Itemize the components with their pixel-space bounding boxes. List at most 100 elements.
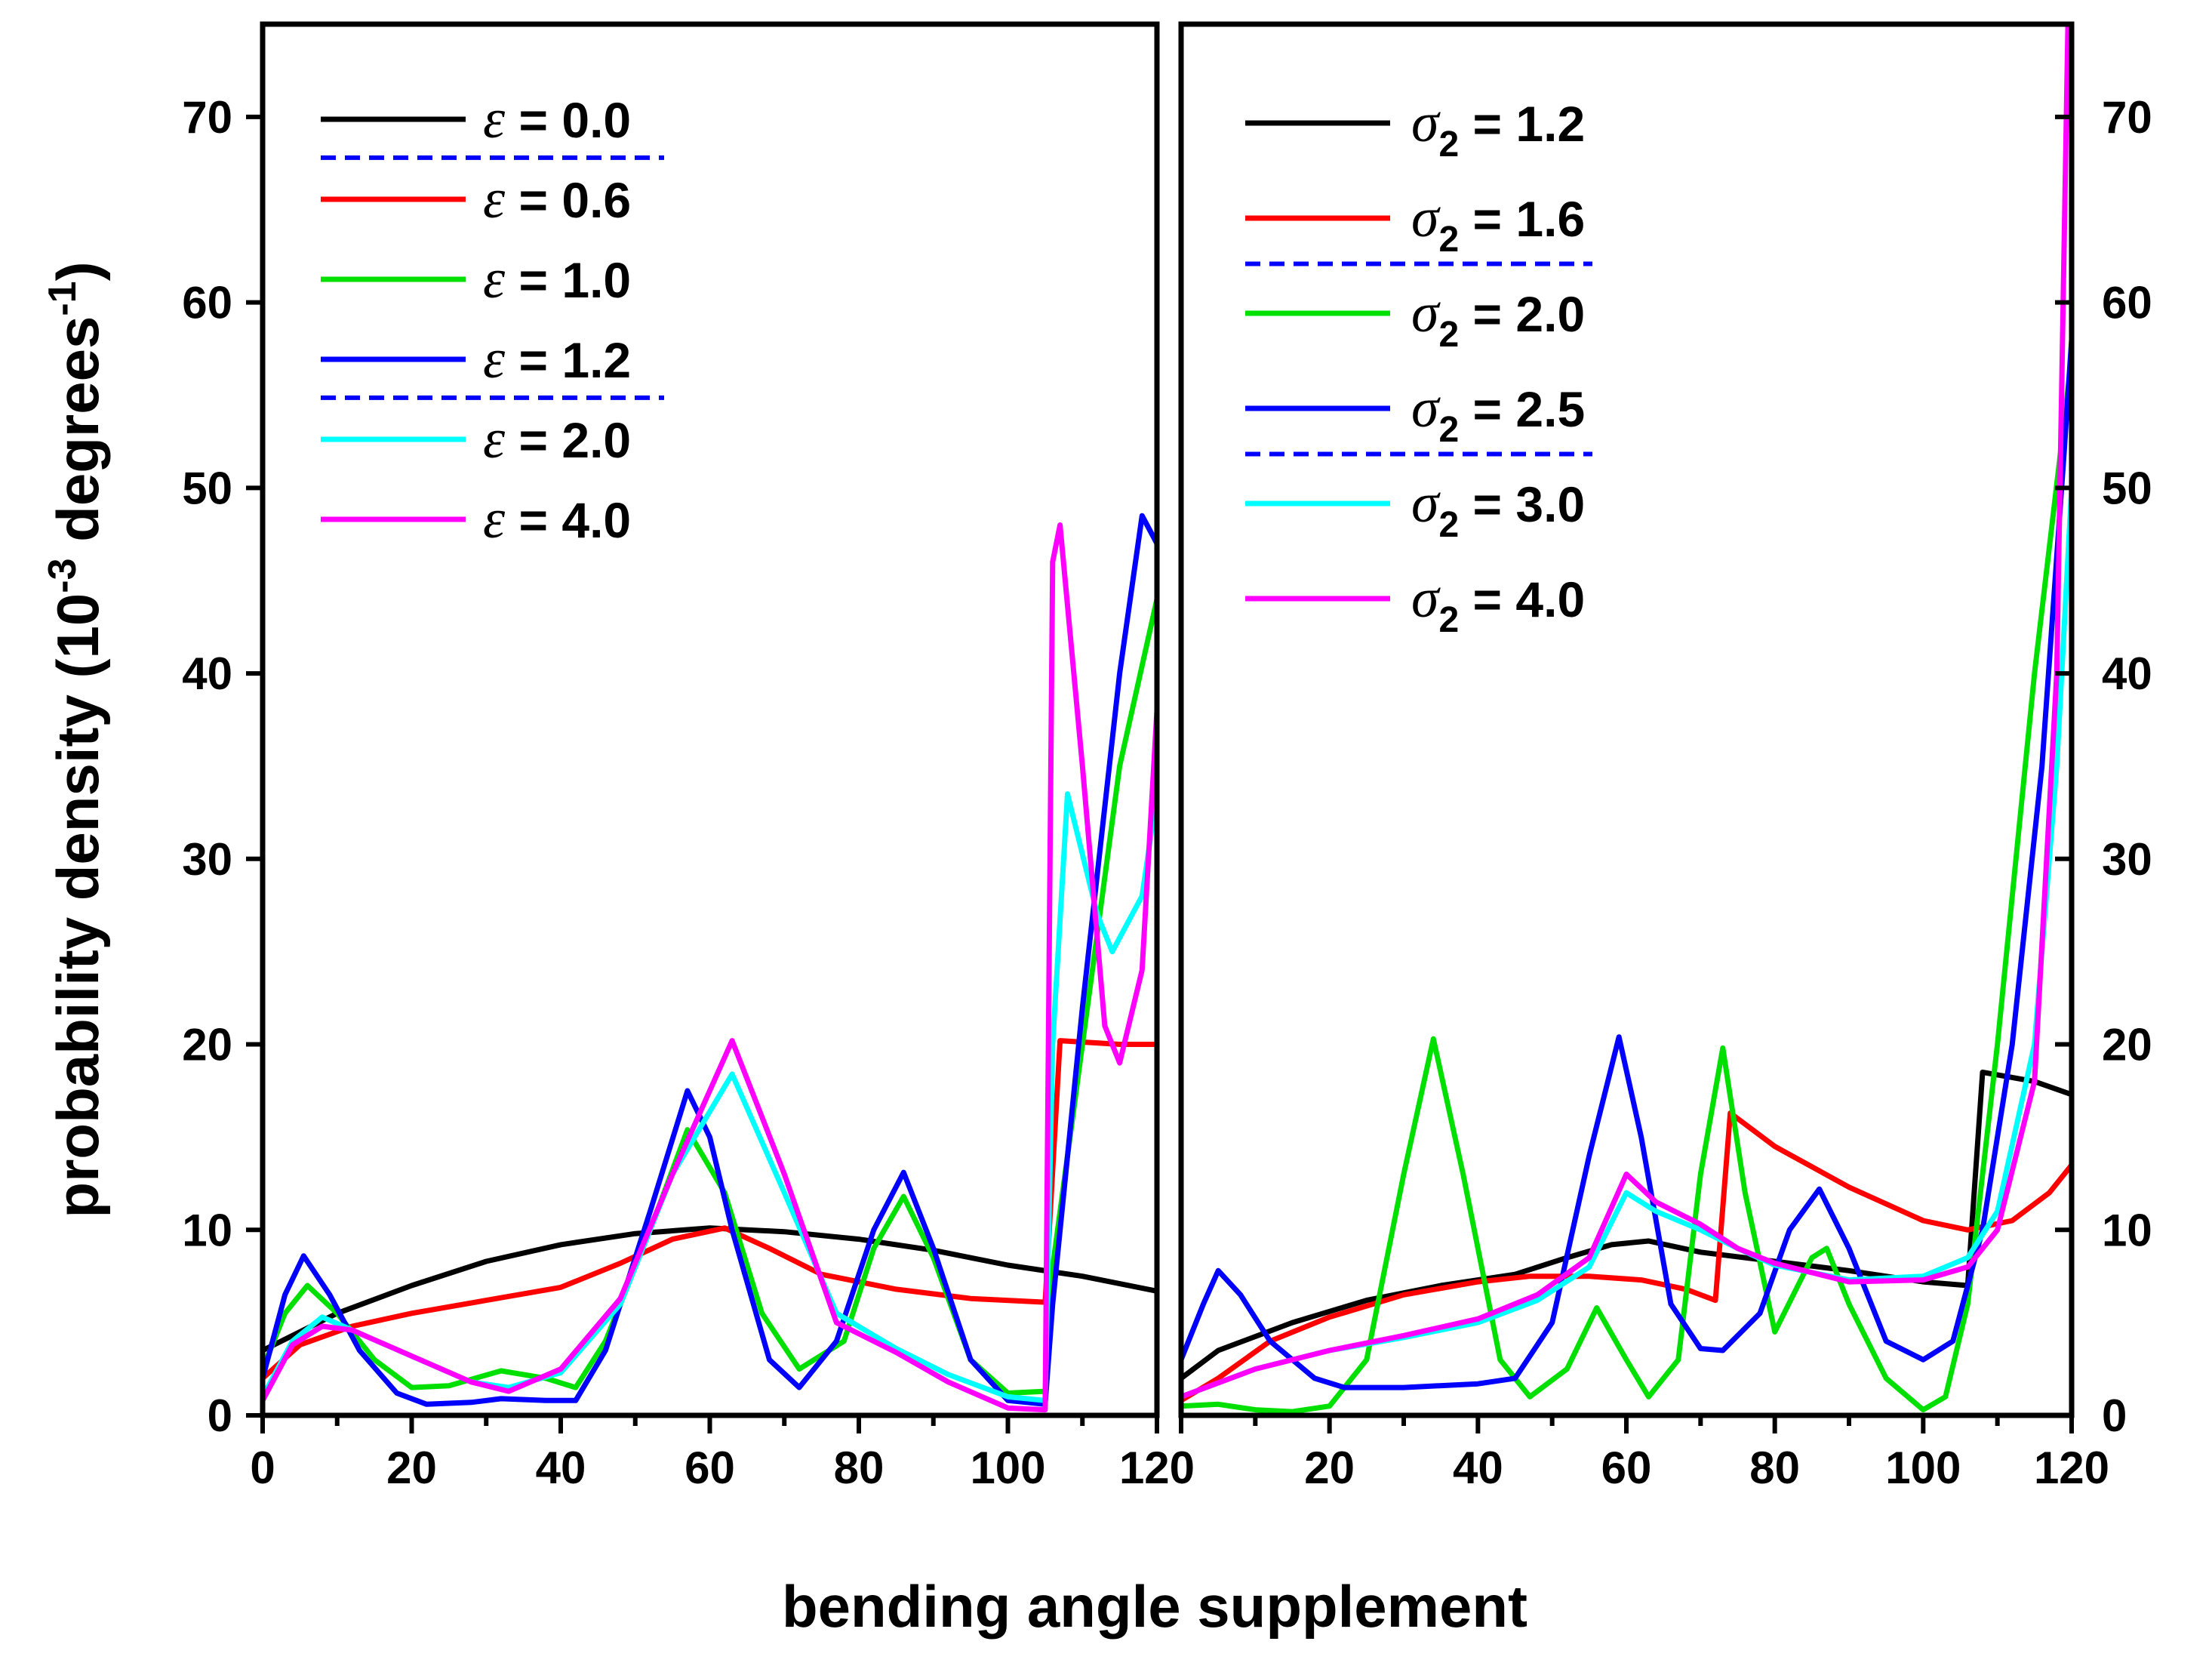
legend-subscript: 2 bbox=[1439, 125, 1460, 165]
legend-label-right-5: σ2 = 4.0 bbox=[1411, 568, 1585, 640]
x-tick-label-right-60: 60 bbox=[1601, 1443, 1652, 1493]
x-tick-label-right-20: 20 bbox=[1304, 1443, 1355, 1493]
legend-value: = 4.0 bbox=[1459, 571, 1585, 627]
x-tick-label-left-80: 80 bbox=[834, 1443, 884, 1493]
series-line-left-0 bbox=[263, 1225, 1157, 1353]
y-axis-title: probability density (10-3 degrees-1) bbox=[41, 261, 111, 1218]
legend-label-left-0: ε = 0.0 bbox=[483, 88, 631, 150]
legend-symbol: σ bbox=[1411, 568, 1441, 630]
legend-label-right-0: σ2 = 1.2 bbox=[1411, 92, 1585, 165]
panel-frame bbox=[260, 21, 1160, 1418]
legend-value: = 2.0 bbox=[1459, 286, 1585, 342]
panel-frame bbox=[1178, 21, 2075, 1418]
legend-symbol: σ bbox=[1411, 92, 1441, 154]
legend-value: = 1.6 bbox=[1459, 191, 1585, 247]
y-tick-label-right-60: 60 bbox=[2102, 278, 2152, 328]
legend-label-left-5: ε = 4.0 bbox=[483, 488, 631, 550]
x-tick-label-right-120: 120 bbox=[2034, 1443, 2109, 1493]
series-line-left-4 bbox=[263, 791, 1157, 1403]
legend-left: ε = 0.0ε = 0.6ε = 1.0ε = 1.2ε = 2.0ε = 4… bbox=[321, 88, 664, 550]
x-tick-label-right-80: 80 bbox=[1749, 1443, 1800, 1493]
legend-subscript: 2 bbox=[1439, 315, 1460, 355]
legend-symbol: ε bbox=[483, 488, 506, 550]
legend-value: = 2.0 bbox=[505, 412, 631, 468]
series-line-right-3 bbox=[1181, 337, 2072, 1390]
y-tick-label-20: 20 bbox=[182, 1020, 232, 1070]
legend-symbol: ε bbox=[483, 88, 506, 150]
legend-subscript: 2 bbox=[1439, 600, 1460, 640]
series-line-left-1 bbox=[263, 1038, 1157, 1381]
legend-label-left-4: ε = 2.0 bbox=[483, 408, 631, 470]
legend-symbol: σ bbox=[1411, 187, 1441, 249]
series-line-right-2 bbox=[1181, 355, 2072, 1415]
y-tick-label-right-70: 70 bbox=[2102, 92, 2152, 143]
legend-symbol: σ bbox=[1411, 473, 1441, 534]
legend-label-left-1: ε = 0.6 bbox=[483, 168, 631, 230]
legend-symbol: ε bbox=[483, 328, 506, 390]
y-tick-label-right-30: 30 bbox=[2102, 834, 2152, 885]
legend-symbol: ε bbox=[483, 248, 506, 310]
y-tick-label-right-40: 40 bbox=[2102, 648, 2152, 699]
x-tick-label-left-40: 40 bbox=[536, 1443, 586, 1493]
x-axis-title: bending angle supplement bbox=[782, 1573, 1527, 1640]
legend-value: = 0.6 bbox=[505, 172, 631, 228]
series-line-left-5 bbox=[263, 522, 1157, 1413]
y-tick-label-30: 30 bbox=[182, 834, 232, 885]
y-axis-title-exp2: -1 bbox=[41, 281, 85, 316]
y-tick-label-right-0: 0 bbox=[2102, 1390, 2127, 1441]
legend-subscript: 2 bbox=[1439, 410, 1460, 450]
legend-subscript: 2 bbox=[1439, 220, 1460, 260]
x-tick-label-right-40: 40 bbox=[1453, 1443, 1503, 1493]
legend-label-left-2: ε = 1.0 bbox=[483, 248, 631, 310]
legend-value: = 0.0 bbox=[505, 92, 631, 148]
series-line-right-0 bbox=[1181, 1069, 2072, 1381]
y-axis-title-base: probability density (10 bbox=[45, 593, 111, 1218]
legend-value: = 4.0 bbox=[505, 492, 631, 548]
legend-value: = 3.0 bbox=[1459, 476, 1585, 532]
series-line-right-4 bbox=[1181, 485, 2072, 1400]
y-tick-label-60: 60 bbox=[182, 278, 232, 328]
y-tick-label-50: 50 bbox=[182, 463, 232, 513]
y-tick-label-right-20: 20 bbox=[2102, 1020, 2152, 1070]
legend-label-left-3: ε = 1.2 bbox=[483, 328, 631, 390]
x-tick-label-left-0: 0 bbox=[250, 1443, 275, 1493]
x-tick-label-right-100: 100 bbox=[1885, 1443, 1961, 1493]
y-tick-label-70: 70 bbox=[182, 92, 232, 143]
legend-subscript: 2 bbox=[1439, 505, 1460, 545]
y-axis-title-middle: degrees bbox=[45, 316, 111, 559]
x-tick-label-left-20: 20 bbox=[386, 1443, 437, 1493]
x-tick-label-left-120: 120 bbox=[1119, 1443, 1195, 1493]
legend-value: = 2.5 bbox=[1459, 381, 1585, 437]
y-tick-label-0: 0 bbox=[208, 1390, 232, 1441]
legend-value: = 1.2 bbox=[505, 332, 631, 388]
legend-symbol: σ bbox=[1411, 282, 1441, 344]
legend-value: = 1.0 bbox=[505, 252, 631, 308]
legend-symbol: ε bbox=[483, 168, 506, 230]
legend-symbol: ε bbox=[483, 408, 506, 470]
legend-right: σ2 = 1.2σ2 = 1.6σ2 = 2.0σ2 = 2.5σ2 = 3.0… bbox=[1245, 92, 1592, 640]
legend-label-right-4: σ2 = 3.0 bbox=[1411, 473, 1585, 545]
legend-value: = 1.2 bbox=[1459, 96, 1585, 152]
series-line-left-2 bbox=[263, 596, 1157, 1396]
y-tick-label-right-50: 50 bbox=[2102, 463, 2152, 513]
y-tick-label-40: 40 bbox=[182, 648, 232, 699]
legend-label-right-2: σ2 = 2.0 bbox=[1411, 282, 1585, 355]
legend-label-right-1: σ2 = 1.6 bbox=[1411, 187, 1585, 260]
x-tick-label-left-60: 60 bbox=[685, 1443, 735, 1493]
y-tick-label-10: 10 bbox=[182, 1205, 232, 1255]
series-line-left-3 bbox=[263, 513, 1157, 1407]
y-axis-title-exp1: -3 bbox=[41, 558, 85, 593]
x-tick-label-left-100: 100 bbox=[970, 1443, 1045, 1493]
series-line-right-5 bbox=[1181, 24, 2072, 1400]
y-tick-label-right-10: 10 bbox=[2102, 1205, 2152, 1255]
series-line-right-1 bbox=[1181, 1110, 2072, 1403]
y-axis-title-end: ) bbox=[45, 261, 111, 281]
series-group bbox=[263, 513, 1157, 1413]
legend-symbol: σ bbox=[1411, 377, 1441, 439]
legend-label-right-3: σ2 = 2.5 bbox=[1411, 377, 1585, 450]
series-group bbox=[1181, 24, 2072, 1415]
